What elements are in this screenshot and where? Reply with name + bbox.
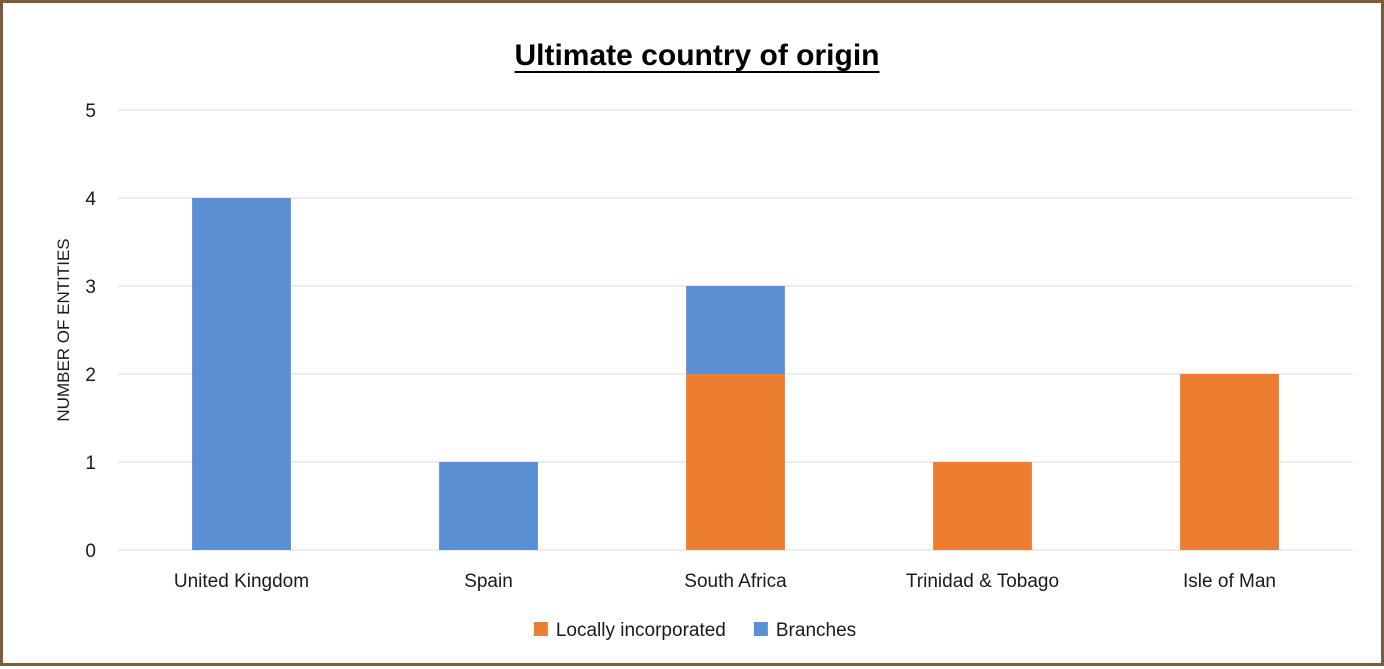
y-axis-ticks: 0 1 2 3 4 5 <box>85 101 96 562</box>
x-tick-label: South Africa <box>684 571 787 592</box>
legend-swatch <box>533 622 548 636</box>
legend-label: Locally incorporated <box>556 620 726 641</box>
legend-item: Locally incorporated <box>533 620 726 641</box>
chart: Ultimate country of origin NUMBER OF ENT… <box>54 39 1353 641</box>
x-axis-ticks: United Kingdom Spain South Africa Trinidad … <box>174 571 1276 592</box>
bar-locally-incorporated <box>933 462 1032 550</box>
bar-locally-incorporated <box>686 374 785 550</box>
bar-branches <box>686 286 785 374</box>
legend-swatch <box>753 622 768 636</box>
y-tick-label: 2 <box>85 365 96 386</box>
bars <box>192 198 1279 550</box>
x-tick-label: Trinidad & Tobago <box>906 571 1059 592</box>
y-axis-label: NUMBER OF ENTITIES <box>54 238 73 421</box>
legend: Locally incorporated Branches <box>533 620 856 641</box>
y-tick-label: 5 <box>85 101 96 122</box>
x-tick-label: Spain <box>464 571 513 592</box>
y-tick-label: 0 <box>85 541 96 562</box>
chart-title: Ultimate country of origin <box>514 39 879 72</box>
bar-locally-incorporated <box>1180 374 1279 550</box>
y-tick-label: 3 <box>85 277 96 298</box>
bar-branches <box>439 462 538 550</box>
y-tick-label: 1 <box>85 453 96 474</box>
bar-branches <box>192 198 291 550</box>
legend-item: Branches <box>753 620 856 641</box>
x-tick-label: United Kingdom <box>174 571 309 592</box>
x-tick-label: Isle of Man <box>1183 571 1276 592</box>
legend-label: Branches <box>776 620 856 641</box>
y-tick-label: 4 <box>85 189 96 210</box>
